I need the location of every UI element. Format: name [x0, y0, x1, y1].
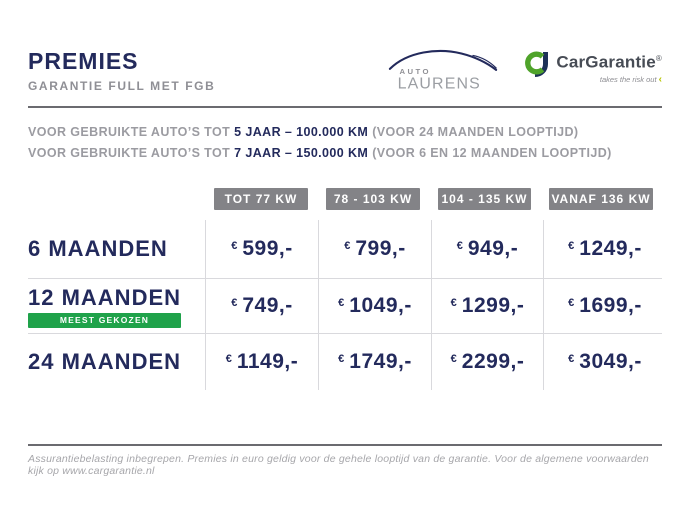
title-block: PREMIES GARANTIE FULL MET FGB	[28, 40, 215, 93]
price-value: 799,-	[355, 237, 406, 260]
price-cell: €749,-	[205, 279, 318, 333]
logo-group: AUTO LAURENS CarGarantie® takes the risk…	[386, 42, 662, 92]
auto-laurens-name-text: LAURENS	[398, 75, 481, 92]
price-cell: €2299,-	[431, 334, 543, 390]
column-header-vanaf-136-kw: VANAF 136 KW	[549, 188, 653, 210]
currency-symbol: €	[344, 240, 351, 252]
table-row-24-maanden: 24 MAANDEN €1149,- €1749,- €2299,- €3049…	[28, 333, 662, 390]
car-silhouette-rear-icon	[472, 54, 498, 69]
currency-symbol: €	[450, 297, 457, 309]
column-header-spacer	[28, 188, 205, 210]
condition-line-2: VOOR GEBRUIKTE AUTO’S TOT 7 JAAR – 150.00…	[28, 143, 662, 164]
price-cell: €1699,-	[543, 279, 666, 333]
currency-symbol: €	[456, 240, 463, 252]
cargarantie-logo: CarGarantie® takes the risk out ‹	[524, 49, 662, 85]
table-row-6-maanden: 6 MAANDEN €599,- €799,- €949,- €1249,-	[28, 220, 662, 278]
price-cell: €1149,-	[205, 334, 318, 390]
footer-note: Assurantiebelasting inbegrepen. Premies …	[28, 453, 649, 477]
price-cell: €949,-	[431, 220, 543, 278]
price-value: 749,-	[242, 294, 293, 317]
price-value: 2299,-	[461, 350, 525, 373]
currency-symbol: €	[568, 297, 575, 309]
condition-highlight: 7 JAAR – 150.000 KM	[234, 146, 369, 160]
price-value: 1249,-	[579, 237, 642, 260]
currency-symbol: €	[450, 353, 457, 365]
column-header-104-135-kw: 104 - 135 KW	[438, 188, 531, 210]
condition-prefix: VOOR GEBRUIKTE AUTO’S TOT	[28, 125, 231, 139]
column-header-row: TOT 77 KW 78 - 103 KW 104 - 135 KW VANAF…	[28, 188, 662, 210]
condition-prefix: VOOR GEBRUIKTE AUTO’S TOT	[28, 146, 231, 160]
registered-mark: ®	[655, 54, 662, 64]
tagline-chevron-icon: ‹	[658, 73, 662, 85]
row-label: 24 MAANDEN	[28, 349, 182, 374]
condition-highlight: 5 JAAR – 100.000 KM	[234, 125, 369, 139]
cargarantie-monogram-icon	[525, 51, 549, 78]
price-value: 1699,-	[579, 294, 642, 317]
price-value: 949,-	[467, 237, 519, 260]
header-divider	[28, 106, 662, 108]
currency-symbol: €	[231, 297, 238, 309]
currency-symbol: €	[225, 353, 232, 365]
footer-divider	[28, 444, 662, 446]
price-cell: €799,-	[318, 220, 431, 278]
tagline-text: takes the risk out	[599, 74, 657, 84]
price-value: 1299,-	[461, 294, 525, 317]
conditions: VOOR GEBRUIKTE AUTO’S TOT 5 JAAR – 100.00…	[28, 122, 662, 164]
column-header-78-103-kw: 78 - 103 KW	[326, 188, 420, 210]
column-header-tot-77-kw: TOT 77 KW	[214, 188, 308, 210]
price-value: 1049,-	[349, 294, 412, 317]
price-value: 1749,-	[349, 350, 412, 373]
condition-suffix: (VOOR 6 EN 12 MAANDEN LOOPTIJD)	[372, 146, 612, 160]
price-cell: €1049,-	[318, 279, 431, 333]
condition-line-1: VOOR GEBRUIKTE AUTO’S TOT 5 JAAR – 100.00…	[28, 122, 662, 143]
price-cell: €3049,-	[543, 334, 666, 390]
currency-symbol: €	[338, 353, 345, 365]
price-value: 1149,-	[236, 350, 299, 373]
currency-symbol: €	[568, 353, 575, 365]
currency-symbol: €	[231, 240, 238, 252]
row-label: 6 MAANDEN	[28, 236, 168, 261]
price-value: 3049,-	[579, 350, 642, 373]
condition-suffix: (VOOR 24 MAANDEN LOOPTIJD)	[372, 125, 579, 139]
price-value: 599,-	[242, 237, 293, 260]
cargarantie-wordmark: CarGarantie® takes the risk out ‹	[556, 49, 662, 85]
header: PREMIES GARANTIE FULL MET FGB AUTO LAURE…	[28, 40, 662, 96]
currency-symbol: €	[568, 240, 575, 252]
price-cell: €1249,-	[543, 220, 666, 278]
cargarantie-tagline: takes the risk out ‹	[556, 74, 662, 85]
currency-symbol: €	[338, 297, 345, 309]
price-cell: €1299,-	[431, 279, 543, 333]
car-silhouette-icon	[389, 49, 498, 71]
auto-laurens-top-text: AUTO	[400, 67, 431, 76]
price-cell: €1749,-	[318, 334, 431, 390]
price-cell: €599,-	[205, 220, 318, 278]
row-label: 12 MAANDEN	[28, 284, 182, 310]
table-row-12-maanden: 12 MAANDEN MEEST GEKOZEN €749,- €1049,- …	[28, 278, 662, 333]
page-title: PREMIES	[28, 48, 139, 74]
cargarantie-name: CarGarantie®	[556, 49, 662, 73]
page-subtitle: GARANTIE FULL MET FGB	[28, 79, 216, 93]
most-chosen-badge: MEEST GEKOZEN	[28, 312, 182, 328]
price-table: TOT 77 KW 78 - 103 KW 104 - 135 KW VANAF…	[28, 188, 662, 390]
auto-laurens-logo: AUTO LAURENS	[389, 49, 498, 92]
cargarantie-name-text: CarGarantie	[556, 52, 656, 72]
